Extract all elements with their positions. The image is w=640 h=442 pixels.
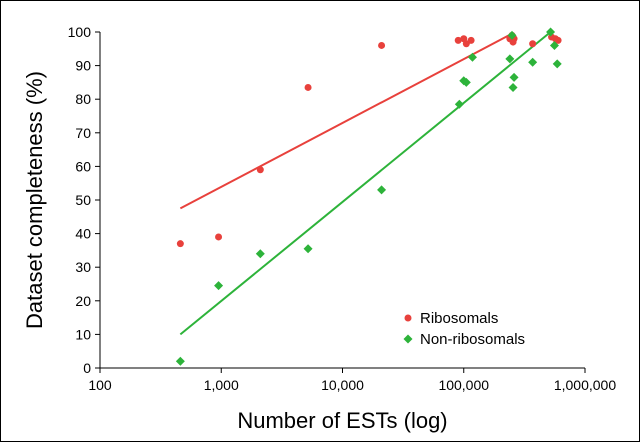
point-ribosomals — [529, 40, 537, 48]
point-ribosomals — [256, 166, 264, 174]
x-tick-label: 1,000 — [204, 377, 239, 393]
point-ribosomals — [304, 83, 312, 91]
y-tick-label: 10 — [75, 326, 91, 342]
trendline-ribosomals — [179, 32, 513, 210]
legend-marker-non-ribosomals — [403, 334, 413, 344]
y-tick-label: 60 — [75, 158, 91, 174]
point-ribosomals — [176, 240, 184, 248]
point-non-ribosomals — [507, 30, 517, 40]
axes — [99, 32, 585, 369]
x-tick-label: 100,000 — [438, 377, 489, 393]
point-non-ribosomals — [467, 52, 477, 62]
legend-label-non-ribosomals: Non-ribosomals — [420, 331, 525, 348]
y-tick-label: 70 — [75, 125, 91, 141]
y-tick-label: 30 — [75, 259, 91, 275]
point-non-ribosomals — [505, 54, 515, 64]
ticks: 0 10 20 30 40 50 60 70 80 90 100 100 1,000 10,000 100,… — [68, 24, 617, 393]
legend: Ribosomals Non-ribosomals — [403, 310, 525, 348]
legend-label-ribosomals: Ribosomals — [420, 310, 498, 327]
y-tick-label: 80 — [75, 91, 91, 107]
point-non-ribosomals — [509, 72, 519, 82]
point-non-ribosomals — [528, 57, 538, 67]
point-non-ribosomals — [303, 244, 313, 254]
y-tick-label: 40 — [75, 226, 91, 242]
y-tick-label: 100 — [68, 24, 92, 40]
x-tick-label: 10,000 — [321, 377, 364, 393]
data-points — [175, 27, 562, 366]
y-tick-label: 90 — [75, 58, 91, 74]
point-non-ribosomals — [552, 59, 562, 69]
legend-marker-ribosomals — [404, 314, 412, 322]
point-ribosomals — [378, 41, 386, 49]
point-non-ribosomals — [508, 82, 518, 92]
point-ribosomals — [467, 36, 475, 44]
y-tick-label: 20 — [75, 293, 91, 309]
point-non-ribosomals — [461, 77, 471, 87]
x-tick-label: 100 — [88, 377, 112, 393]
y-tick-label: 50 — [75, 192, 91, 208]
y-axis-title: Dataset completeness (%) — [22, 71, 47, 329]
point-ribosomals — [454, 36, 462, 44]
point-non-ribosomals — [175, 356, 185, 366]
y-tick-label: 0 — [83, 360, 91, 376]
x-axis-title: Number of ESTs (log) — [237, 408, 447, 433]
point-non-ribosomals — [255, 249, 265, 259]
point-ribosomals — [215, 233, 223, 241]
point-non-ribosomals — [214, 281, 224, 291]
point-ribosomals — [554, 36, 562, 44]
point-non-ribosomals — [549, 40, 559, 50]
point-non-ribosomals — [377, 185, 387, 195]
x-tick-label: 1,000,000 — [554, 377, 616, 393]
trendlines — [179, 31, 552, 336]
point-non-ribosomals — [454, 99, 464, 109]
point-non-ribosomals — [546, 27, 556, 37]
trendline-non-ribosomals — [179, 31, 552, 336]
